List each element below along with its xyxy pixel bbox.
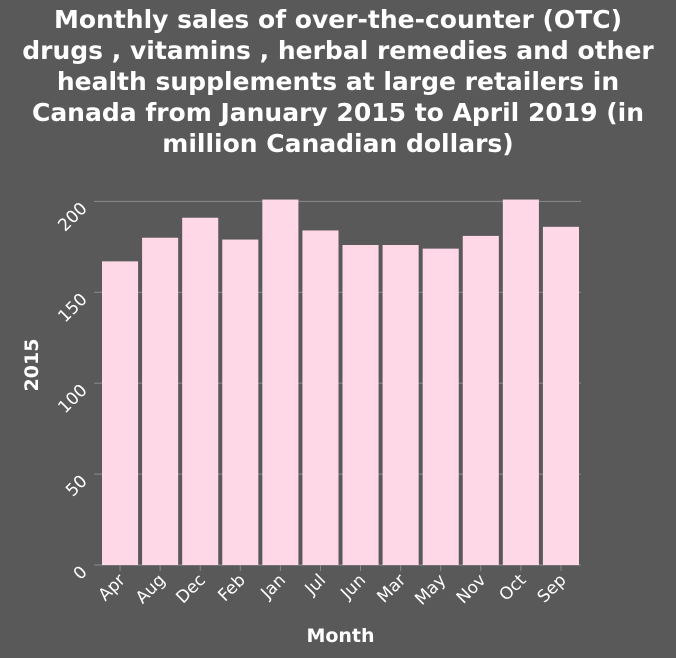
bar [542, 226, 579, 565]
bar [222, 239, 259, 565]
bar [142, 237, 179, 565]
y-tick-label: 100 [54, 381, 91, 418]
bar [462, 235, 499, 565]
y-tick-label: 0 [70, 562, 92, 584]
x-tick-label: Sep [534, 570, 571, 607]
bar [302, 230, 339, 566]
y-tick-label: 150 [54, 290, 91, 327]
bar [502, 199, 539, 565]
y-tick-label: 200 [54, 199, 91, 236]
bar [262, 199, 299, 565]
x-tick-label: Apr [95, 570, 130, 605]
bar [382, 245, 419, 565]
y-tick-label: 50 [62, 471, 91, 500]
bar [102, 261, 139, 565]
y-axis-title: 2015 [21, 339, 43, 392]
x-tick-label: Dec [172, 570, 209, 607]
bar [422, 248, 459, 566]
chart-title: Monthly sales of over-the-counter (OTC) … [22, 5, 654, 158]
x-tick-label: Mar [373, 570, 410, 607]
plot-background [100, 165, 581, 565]
x-tick-label: May [411, 570, 450, 609]
x-tick-label: Feb [214, 570, 249, 605]
bar [342, 245, 379, 565]
bar [182, 217, 219, 565]
x-tick-label: Nov [453, 570, 491, 608]
x-tick-label: Oct [495, 570, 530, 605]
x-tick-label: Jul [301, 570, 330, 599]
x-axis-title: Month [306, 625, 374, 647]
x-tick-label: Aug [132, 570, 170, 608]
x-tick-label: Jun [336, 570, 370, 604]
x-tick-label: Jan [257, 570, 290, 603]
